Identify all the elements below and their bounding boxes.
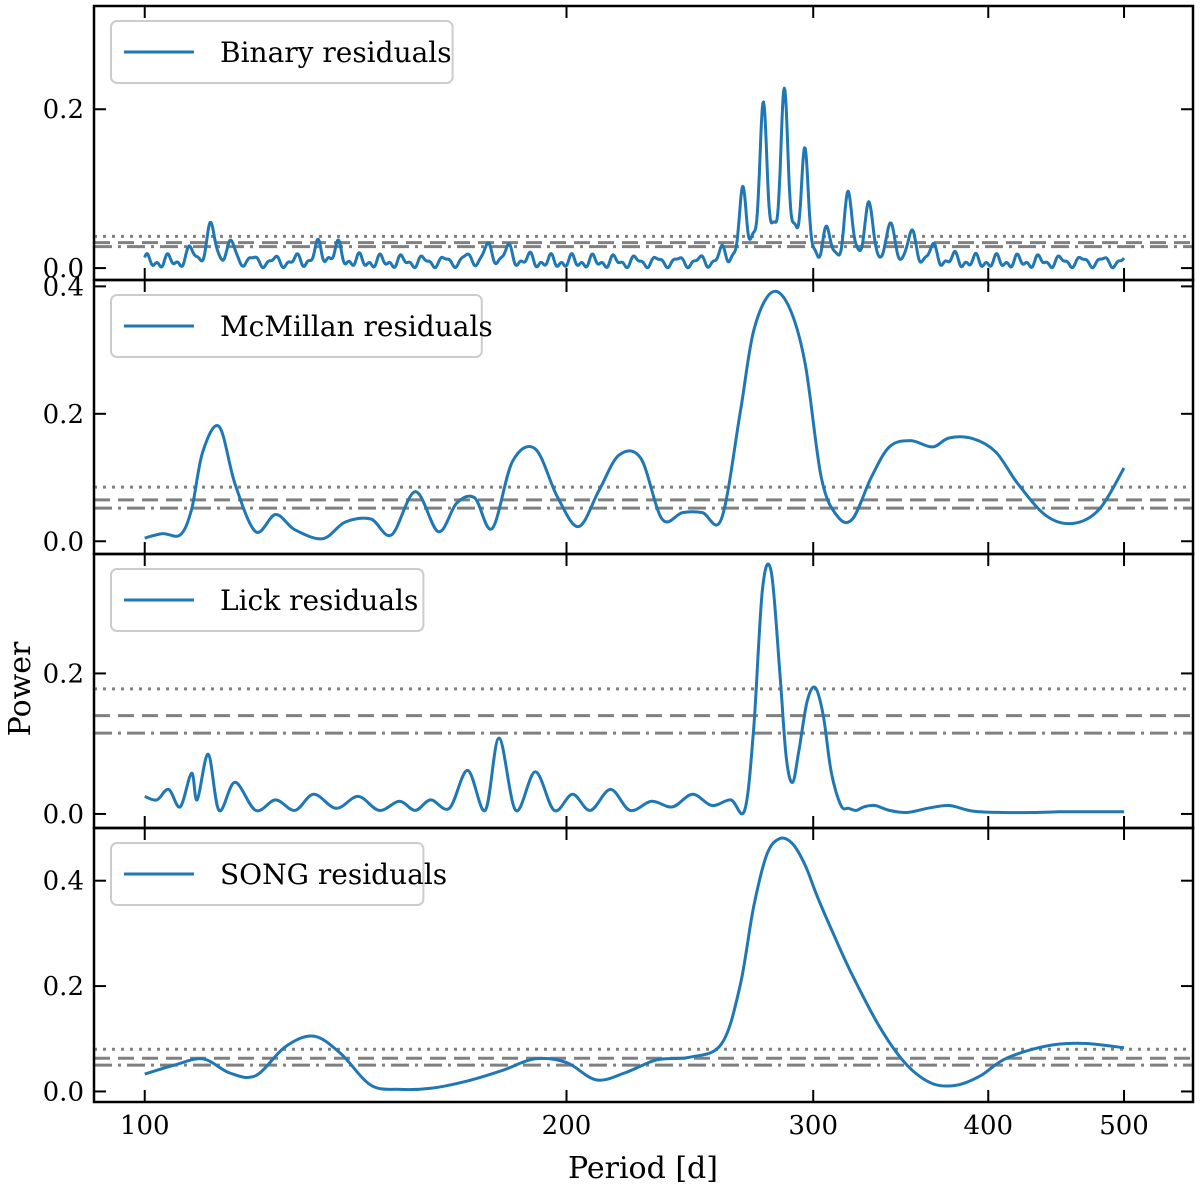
x-tick-label: 300 — [788, 1111, 838, 1141]
y-tick-label: 0.2 — [43, 659, 84, 689]
legend-label: Binary residuals — [220, 36, 452, 69]
y-tick-label: 0.0 — [43, 1077, 84, 1107]
legend-box — [110, 20, 454, 84]
y-tick-label: 0.2 — [43, 400, 84, 430]
y-tick-label: 0.2 — [43, 972, 84, 1002]
panel-2: 0.0 0.2 Lick residuals — [43, 552, 1195, 830]
y-tick-label: 0.2 — [43, 95, 84, 125]
legend: SONG residuals — [110, 842, 447, 906]
legend: McMillan residuals — [110, 294, 493, 358]
legend-label: SONG residuals — [220, 858, 447, 891]
legend: Binary residuals — [110, 20, 454, 84]
legend-box — [110, 294, 483, 358]
panel-frame — [92, 826, 1195, 1104]
series-line-0 — [143, 86, 1126, 270]
y-tick-label: 0.0 — [43, 254, 84, 284]
legend-label: McMillan residuals — [220, 310, 493, 343]
legend-box — [110, 568, 425, 632]
series-line-3 — [144, 836, 1125, 1092]
legend-box — [110, 842, 425, 906]
x-tick-label: 400 — [963, 1111, 1013, 1141]
panel-1: 0.0 0.2 0.4 McMillan residuals — [43, 272, 1195, 557]
panel-0: 0.0 0.2 Binary residuals — [43, 4, 1195, 284]
x-tick-label: 200 — [542, 1111, 592, 1141]
x-axis-label: Period [d] — [568, 1151, 718, 1186]
series-line-2 — [144, 562, 1124, 816]
y-axis-label: Power — [3, 641, 38, 736]
legend-label: Lick residuals — [220, 584, 418, 617]
series-line-1 — [144, 289, 1126, 541]
panels-group: 0.0 0.2 Binary residuals 0.0 0.2 0.4 McMillan … — [43, 4, 1195, 1107]
panel-3: 0.0 0.2 0.4 SONG residuals — [43, 826, 1195, 1107]
legend: Lick residuals — [110, 568, 425, 632]
y-tick-label: 0.4 — [43, 867, 84, 897]
y-tick-label: 0.0 — [43, 800, 84, 830]
y-tick-label: 0.4 — [43, 272, 84, 302]
x-tick-label: 500 — [1099, 1111, 1149, 1141]
x-axis-ticks: 100 200 300 400 500 — [120, 1111, 1149, 1141]
y-tick-label: 0.0 — [43, 527, 84, 557]
x-tick-label: 100 — [120, 1111, 170, 1141]
